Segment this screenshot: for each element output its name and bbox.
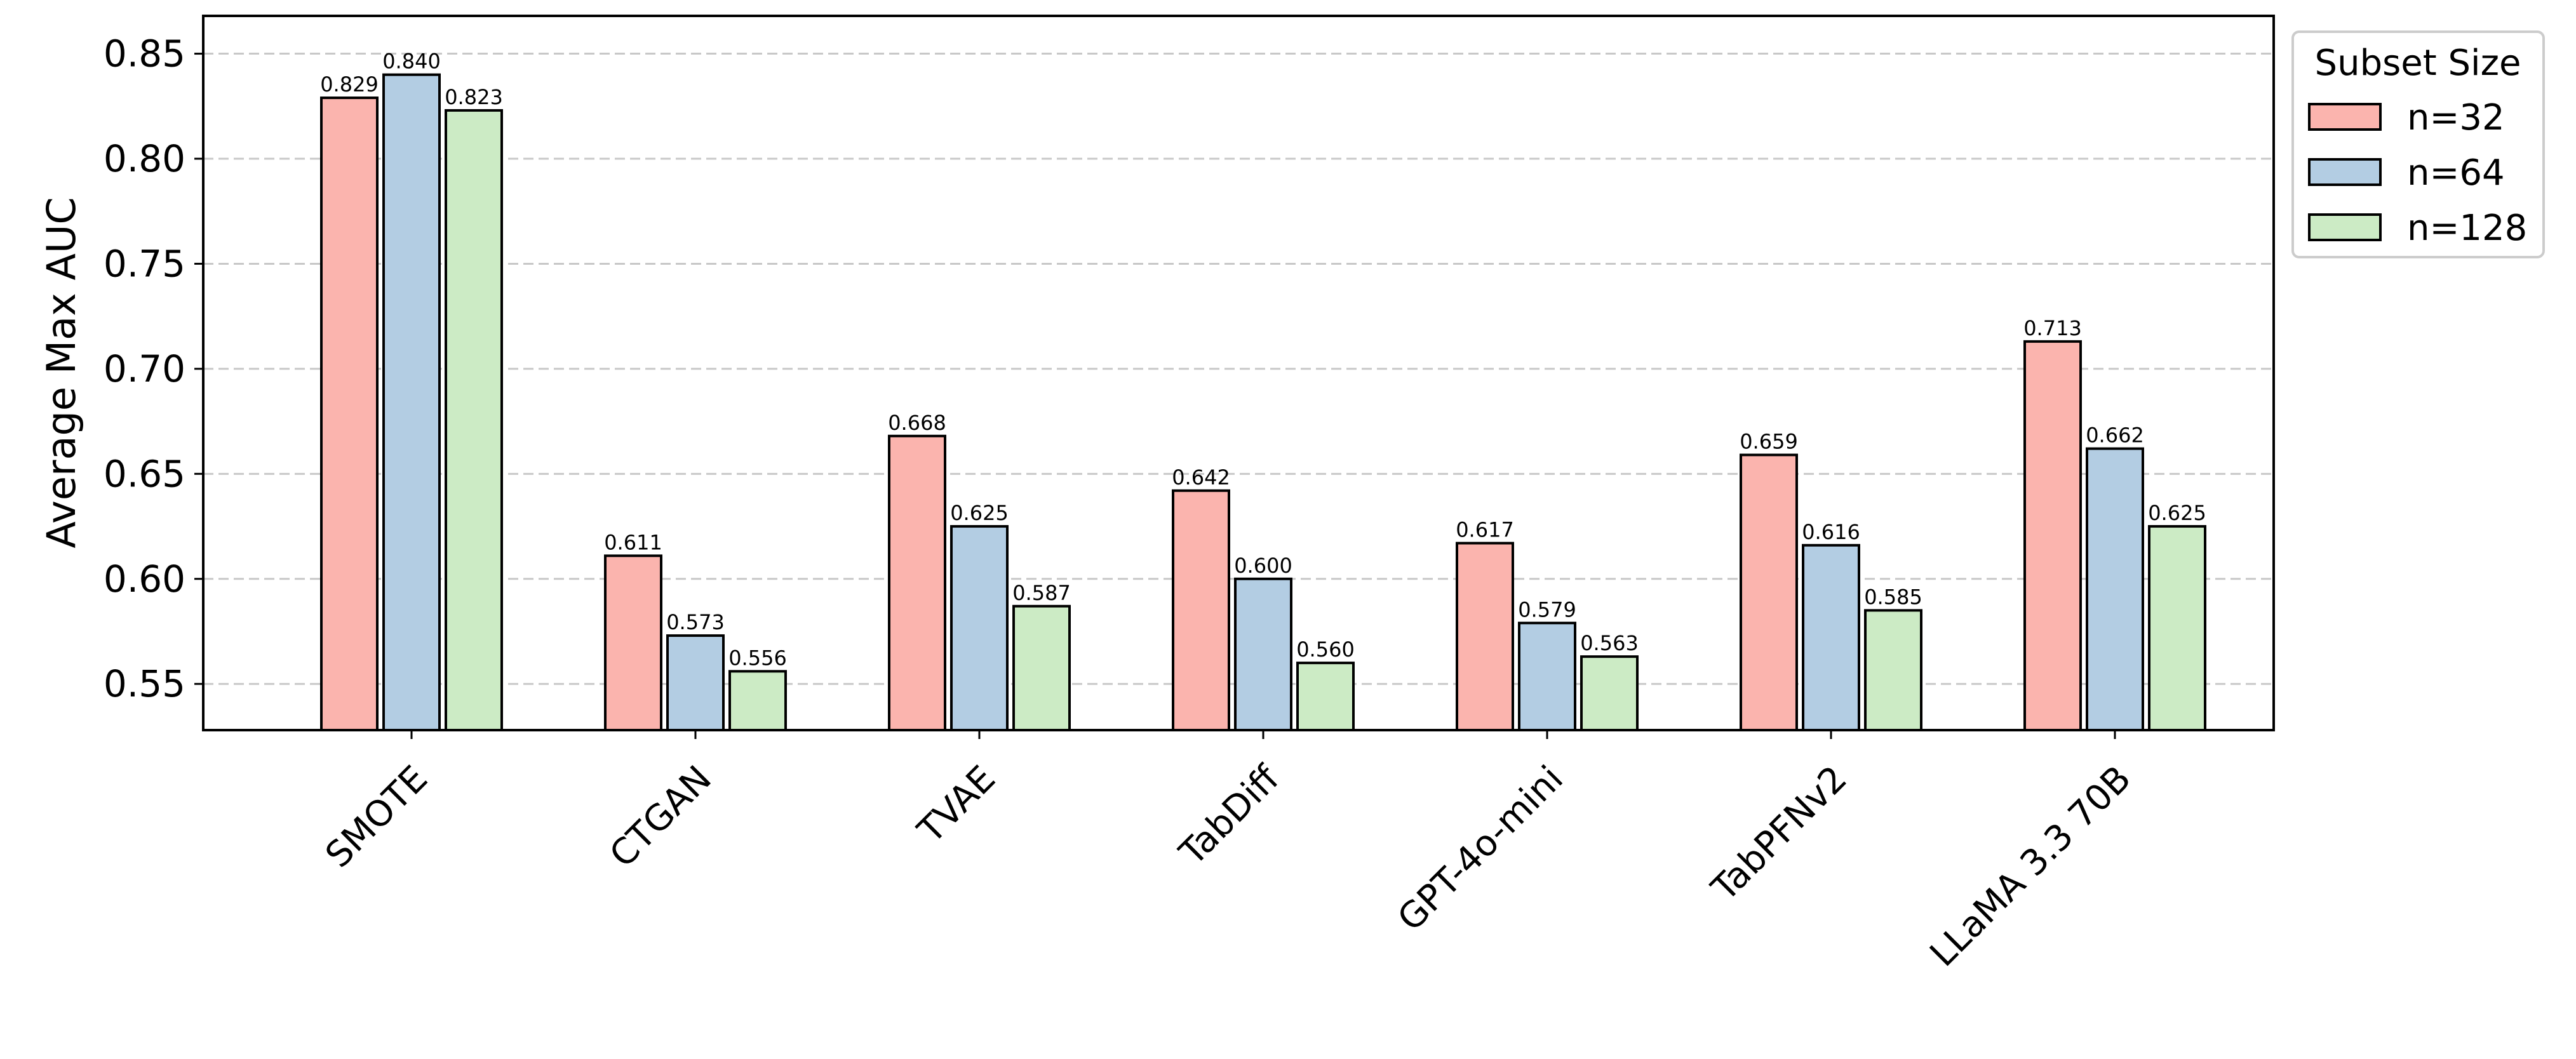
bar xyxy=(2148,525,2206,731)
bar-value-label: 0.563 xyxy=(1580,631,1639,655)
legend-title: Subset Size xyxy=(2315,43,2521,84)
bar xyxy=(1296,662,1355,732)
bar xyxy=(1740,453,1798,731)
bar xyxy=(2086,447,2144,732)
legend-label: n=128 xyxy=(2407,208,2527,249)
bar-value-label: 0.585 xyxy=(1864,585,1922,609)
bar-value-label: 0.611 xyxy=(604,530,662,554)
bar xyxy=(2023,340,2082,731)
bar xyxy=(445,109,503,732)
grid-lines xyxy=(203,53,2274,685)
y-tick-label: 0.85 xyxy=(104,32,185,76)
legend-items: n=32 n=64 n=128 xyxy=(2308,97,2527,249)
bar-value-label: 0.617 xyxy=(1456,518,1514,542)
bar xyxy=(604,554,662,732)
legend-frame xyxy=(2291,30,2545,258)
y-axis-label: Average Max AUC xyxy=(38,197,84,548)
y-tick-label: 0.55 xyxy=(104,662,185,705)
bar-value-label: 0.840 xyxy=(382,50,441,74)
bar-value-label: 0.556 xyxy=(728,646,787,670)
x-axis: SMOTE CTGAN TVAE TabDiff GPT-4o-mini TabPFNv2… xyxy=(318,730,2139,975)
legend: Subset Size n=32 n=64 n=128 xyxy=(2291,30,2545,258)
x-tick-label: TabDiff xyxy=(1171,757,1287,874)
bar xyxy=(1864,609,1922,731)
bar-value-label: 0.823 xyxy=(445,85,503,109)
bar-value-label: 0.573 xyxy=(666,610,725,634)
x-tick-label: SMOTE xyxy=(318,758,436,876)
bar-value-label: 0.642 xyxy=(1172,465,1230,490)
y-tick-label: 0.65 xyxy=(104,452,185,495)
bar-value-label: 0.829 xyxy=(320,72,379,97)
bars xyxy=(320,73,2206,732)
bar xyxy=(1456,542,1514,731)
bar-value-label: 0.713 xyxy=(2023,316,2082,340)
bar-value-label: 0.579 xyxy=(1518,597,1576,622)
bar-value-label: 0.587 xyxy=(1012,581,1071,605)
legend-swatch xyxy=(2308,213,2382,241)
bar xyxy=(1012,604,1071,731)
x-tick-label: GPT-4o-mini xyxy=(1390,758,1571,939)
y-tick-label: 0.70 xyxy=(104,347,185,390)
legend-swatch xyxy=(2308,158,2382,186)
bar-value-label: 0.600 xyxy=(1234,554,1292,578)
bar xyxy=(1580,655,1639,731)
y-tick-label: 0.60 xyxy=(104,557,185,601)
bar xyxy=(728,670,787,731)
y-axis: 0.55 0.60 0.65 0.70 0.75 0.80 0.85 xyxy=(104,32,203,705)
bar-value-label: 0.668 xyxy=(888,411,946,435)
x-tick-label: TabPFNv2 xyxy=(1703,758,1855,910)
bar-value-label: 0.625 xyxy=(2148,501,2206,525)
bar xyxy=(1172,489,1230,731)
y-tick-label: 0.80 xyxy=(104,137,185,180)
plot-frame xyxy=(202,15,2275,731)
y-tick-label: 0.75 xyxy=(104,242,185,285)
legend-swatch xyxy=(2308,103,2382,131)
bar xyxy=(1518,622,1576,731)
bar xyxy=(382,73,441,731)
bar xyxy=(320,97,379,731)
bar-value-label: 0.662 xyxy=(2086,423,2144,448)
bar xyxy=(950,525,1009,731)
bar xyxy=(1802,543,1860,732)
x-tick-label: TVAE xyxy=(909,758,1003,852)
bar xyxy=(888,434,946,731)
bar-value-label: 0.625 xyxy=(950,501,1009,525)
x-tick-label: LLaMA 3.3 70B xyxy=(1922,758,2139,975)
legend-label: n=64 xyxy=(2407,152,2505,194)
bar xyxy=(1234,577,1292,731)
bar-value-label: 0.616 xyxy=(1802,520,1860,544)
bar-value-label: 0.560 xyxy=(1296,637,1355,662)
bar-value-label: 0.659 xyxy=(1740,430,1798,454)
x-tick-label: CTGAN xyxy=(602,758,720,876)
legend-label: n=32 xyxy=(2407,97,2505,138)
bar xyxy=(666,634,725,732)
